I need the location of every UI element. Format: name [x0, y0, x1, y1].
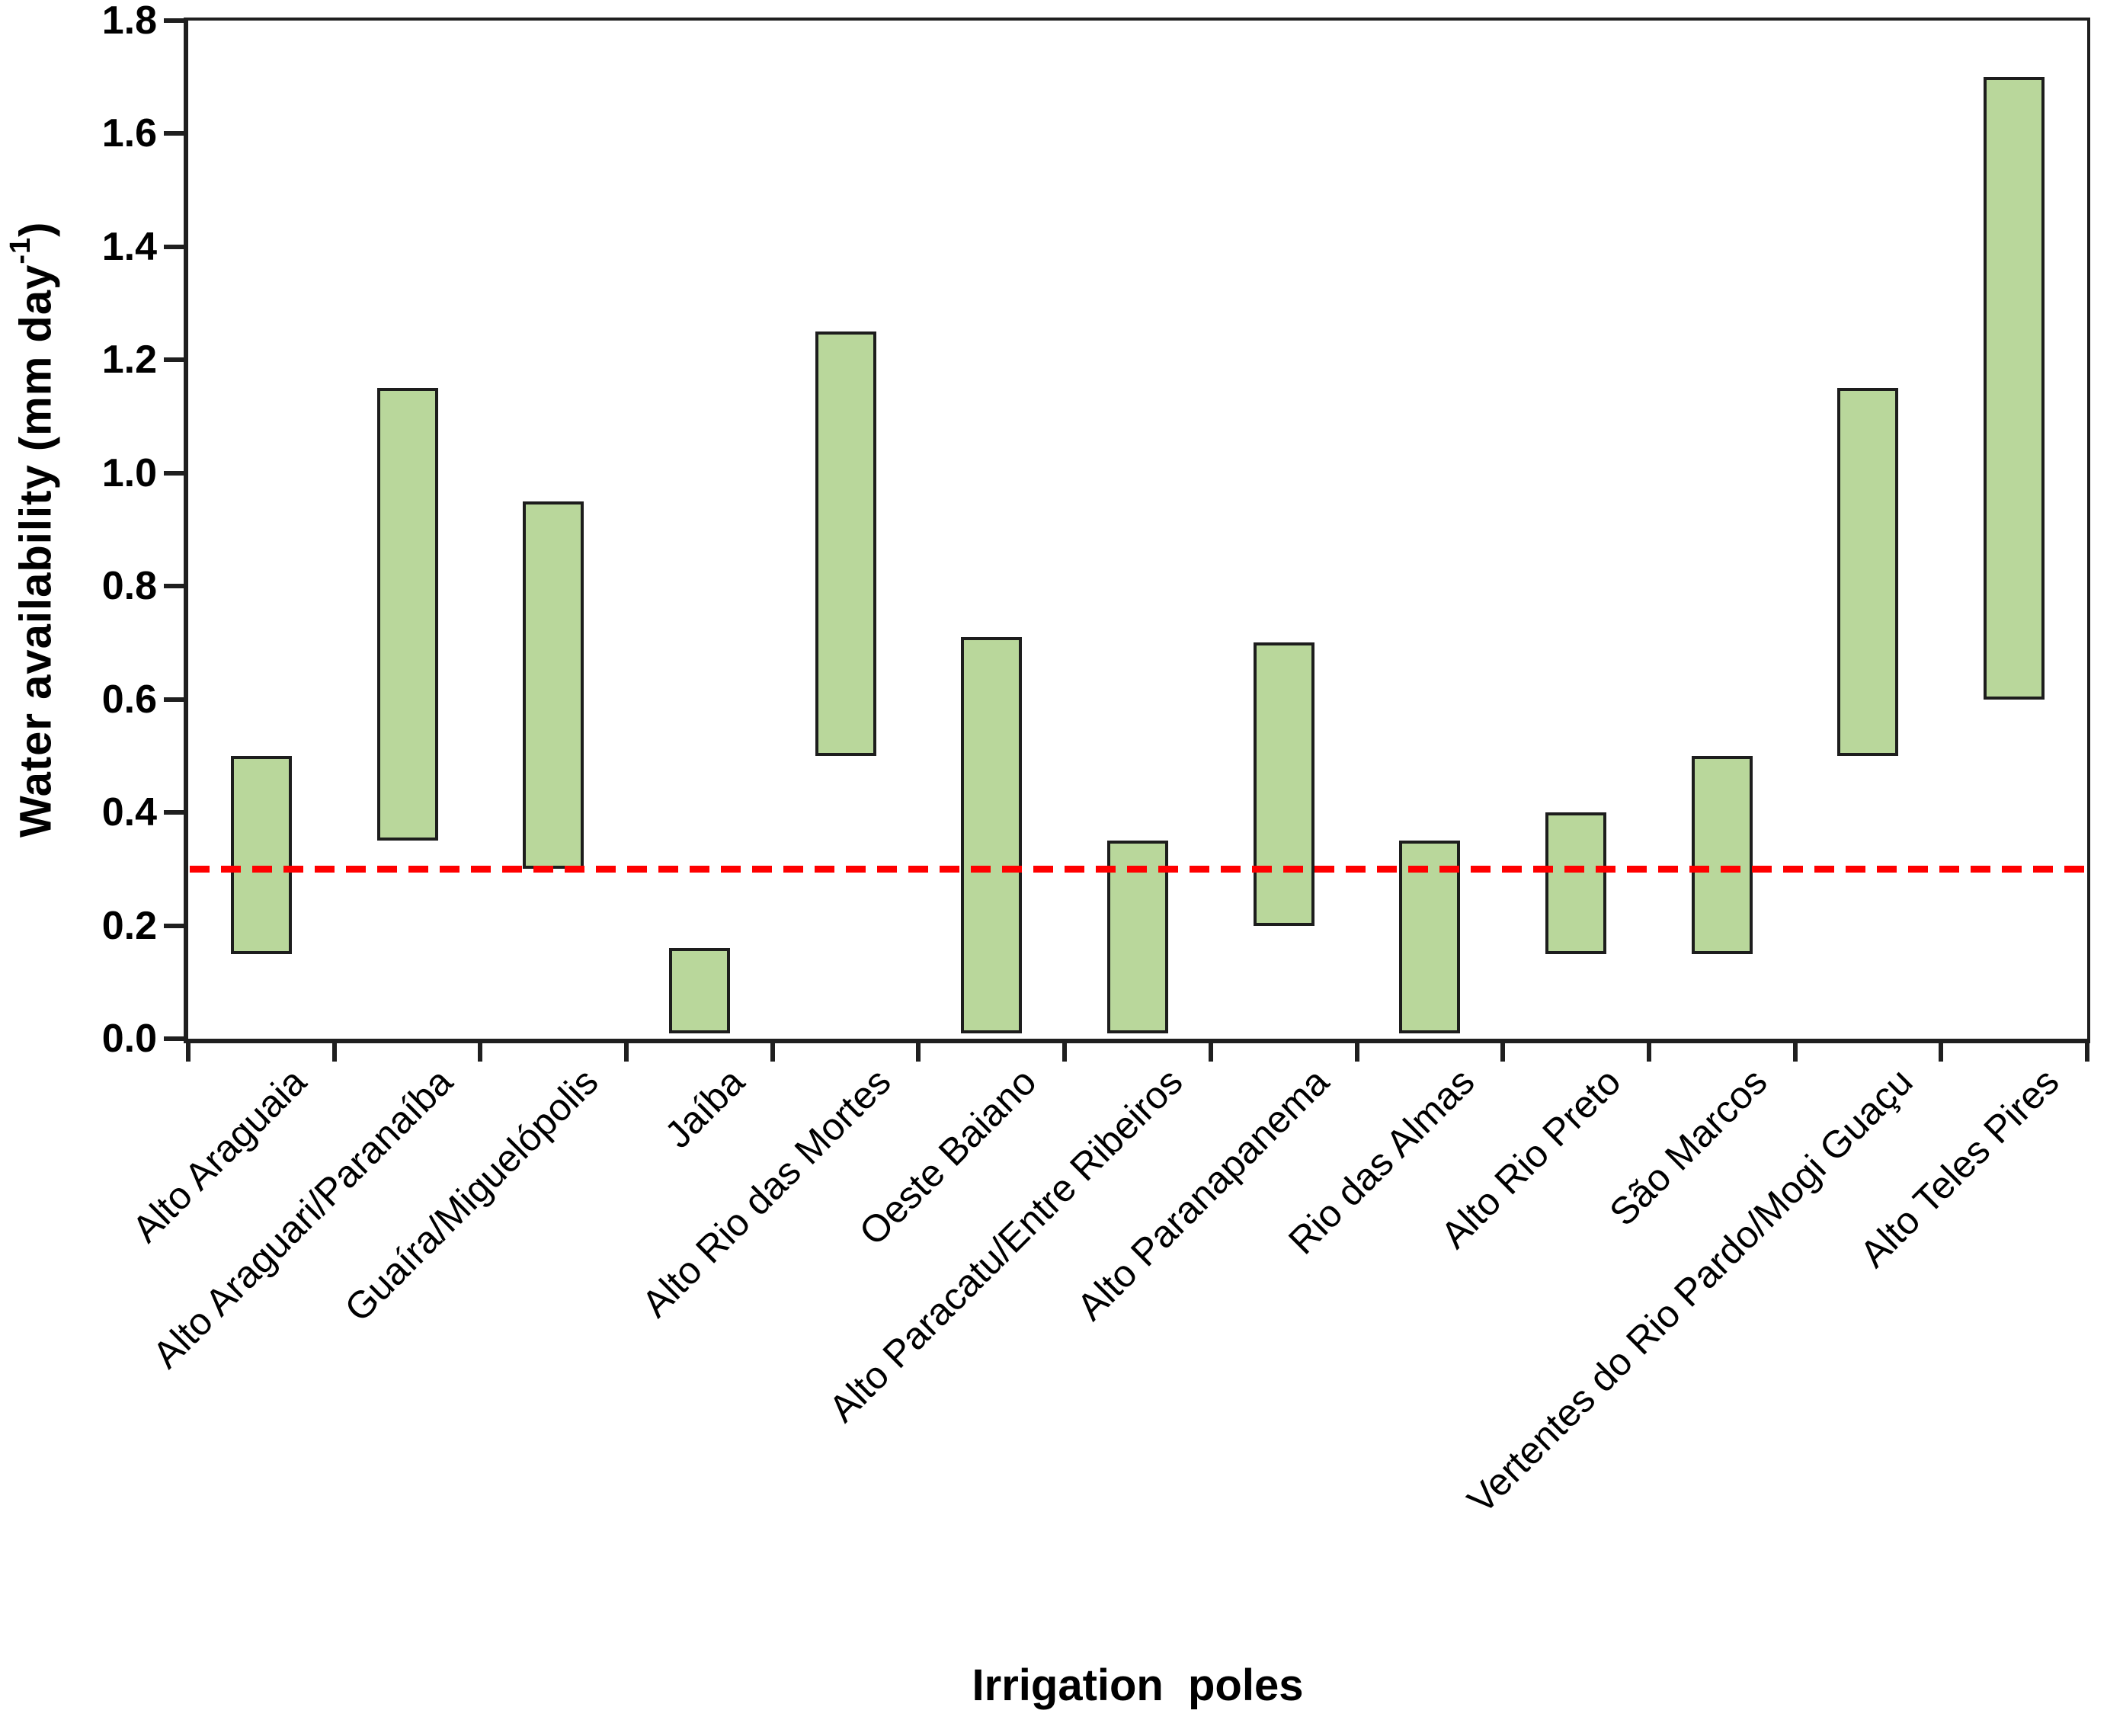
reference-line: [190, 866, 2086, 873]
x-axis-tick: [1792, 1042, 1798, 1062]
y-axis-tick-label: 0.6: [101, 677, 157, 722]
range-bar: [1984, 77, 2045, 700]
x-axis-tick: [1354, 1042, 1359, 1062]
range-bar: [668, 948, 730, 1033]
y-axis-tick-label: 1.4: [101, 224, 157, 269]
x-axis-tick: [770, 1042, 775, 1062]
y-axis-title: Water availability (mm day-1): [5, 21, 61, 1039]
range-bar: [1545, 812, 1607, 954]
range-bar: [376, 388, 438, 841]
x-axis-tick: [2085, 1042, 2089, 1062]
range-bar: [1837, 388, 1899, 756]
x-axis-tick: [1646, 1042, 1651, 1062]
y-axis-tick: [164, 244, 185, 249]
x-axis-tick: [916, 1042, 921, 1062]
y-axis-tick: [164, 923, 185, 928]
y-axis-tick: [164, 18, 185, 23]
y-axis-tick-label: 1.0: [101, 450, 157, 495]
x-axis-tick: [1500, 1042, 1506, 1062]
y-axis-tick: [164, 1036, 185, 1041]
y-axis-tick-label: 1.6: [101, 111, 157, 156]
x-axis-tick: [1939, 1042, 1944, 1062]
x-axis-title: Irrigation poles: [972, 1661, 1304, 1710]
y-axis-tick: [164, 470, 185, 476]
y-axis-tick-label: 0.2: [101, 903, 157, 948]
y-axis-tick: [164, 357, 185, 363]
y-axis-tick: [164, 697, 185, 702]
x-axis-tick: [478, 1042, 483, 1062]
range-bar: [230, 755, 292, 954]
y-axis-tick: [164, 584, 185, 589]
y-axis-tick: [164, 810, 185, 815]
x-axis-tick: [331, 1042, 337, 1062]
x-axis-tick: [624, 1042, 629, 1062]
x-axis-tick: [1062, 1042, 1068, 1062]
range-bar: [1691, 755, 1753, 954]
range-bar: [961, 637, 1023, 1033]
y-axis-tick-label: 1.8: [101, 0, 157, 43]
x-axis-tick: [1208, 1042, 1213, 1062]
x-axis-tick: [186, 1042, 191, 1062]
y-axis-tick-label: 0.8: [101, 564, 157, 609]
y-axis-tick: [164, 131, 185, 136]
y-axis-tick-label: 0.0: [101, 1017, 157, 1061]
range-bar: [815, 332, 876, 756]
range-bar: [523, 501, 584, 870]
y-axis-tick-label: 1.2: [101, 338, 157, 383]
y-axis-tick-label: 0.4: [101, 790, 157, 835]
plot-area: [184, 18, 2090, 1043]
range-bar: [1253, 642, 1314, 926]
